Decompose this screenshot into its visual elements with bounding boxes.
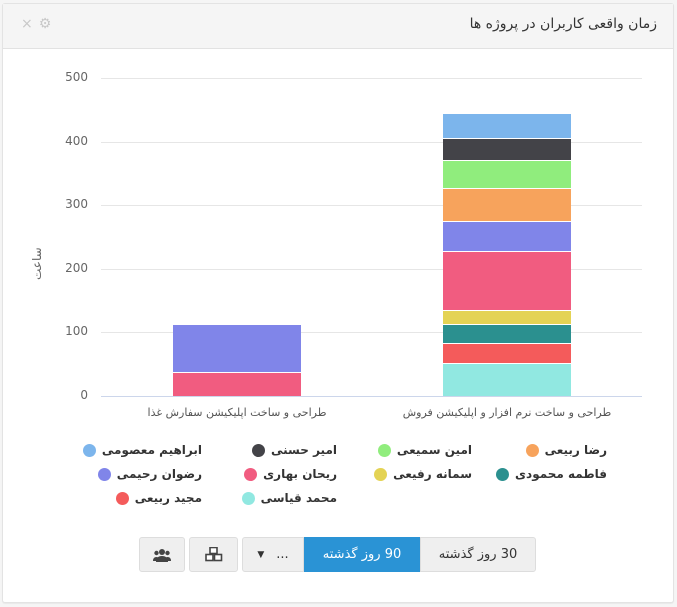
toolbar: ▼ ... 90 روز گذشته 30 روز گذشته [139,537,536,572]
legend-item[interactable]: فاطمه محمودی [472,464,607,484]
legend-swatch-icon [115,491,129,505]
projects-button[interactable] [189,537,238,572]
legend-label: ریحان بهاری [263,467,337,481]
caret-down-icon: ▼ [257,549,265,560]
bar-segment[interactable] [443,160,571,189]
legend-label: امین سمیعی [396,443,472,457]
x-category-label: طراحی و ساخت نرم افزار و اپلیکیشن فروش [402,406,612,419]
legend-item[interactable]: ابراهیم معصومی [67,440,202,460]
legend-item[interactable]: رضا ربیعی [472,440,607,460]
legend-item[interactable]: سمانه رفیعی [337,464,472,484]
gridline [101,78,642,79]
bar-segment[interactable] [173,324,301,372]
y-tick-label: 500 [65,70,88,84]
legend-swatch-icon [525,443,539,457]
stacked-bar-chart: ساعت 0 100 200 300 400 500 طراحی و ساخت اپلیکی… [0,48,670,428]
legend-item[interactable]: رضوان رحیمی [67,464,202,484]
bar-segment[interactable] [443,188,571,222]
legend-item[interactable]: ریحان بهاری [202,464,337,484]
gridline [101,268,642,270]
bar-segment[interactable] [443,251,571,311]
legend-label: مجید ربیعی [134,491,202,505]
range-button-group: ▼ ... 90 روز گذشته 30 روز گذشته [242,537,536,572]
chart-legend: رضا ربیعی امین سمیعی امیر حسنی ابراهیم معصو… [67,440,607,508]
legend-spacer [472,488,607,508]
more-ranges-dropdown[interactable]: ▼ ... [242,537,304,572]
legend-label: امیر حسنی [271,443,337,457]
legend-label: ابراهیم معصومی [101,443,202,457]
legend-swatch-icon [374,467,388,481]
cubes-icon [204,547,222,562]
range-30-days-button[interactable]: 30 روز گذشته [420,537,536,572]
legend-item[interactable]: مجید ربیعی [67,488,202,508]
y-axis-title: ساعت [30,247,44,280]
gear-icon[interactable]: ⚙ [38,16,52,32]
more-label: ... [276,547,289,562]
gridline [101,332,642,334]
legend-label: فاطمه محمودی [515,467,607,481]
legend-swatch-icon [377,443,391,457]
legend-item[interactable]: امین سمیعی [337,440,472,460]
bar-segment[interactable] [443,362,571,396]
y-tick-label: 200 [65,260,88,275]
legend-label: محمد قیاسی [260,491,337,505]
legend-item[interactable]: امیر حسنی [202,440,337,460]
legend-swatch-icon [252,443,266,457]
range-90-days-button[interactable]: 90 روز گذشته [304,537,420,572]
y-tick-label: 0 [80,388,88,402]
bar-segment[interactable] [443,310,571,325]
bar-segment[interactable] [443,137,571,161]
legend-swatch-icon [244,467,258,481]
bar-stack[interactable] [443,113,571,396]
bar-segment[interactable] [173,371,301,396]
close-icon[interactable]: × [21,16,33,32]
legend-spacer [337,488,472,508]
legend-swatch-icon [496,467,510,481]
panel-header: زمان واقعی کاربران در پروژه ها × ⚙ [3,4,673,49]
legend-swatch-icon [241,491,255,505]
gridline [101,205,642,207]
x-category-label: طراحی و ساخت اپلیکیشن سفارش غذا [147,406,327,419]
users-button[interactable] [139,537,185,572]
bar-stack[interactable] [173,324,301,396]
legend-item[interactable]: محمد قیاسی [202,488,337,508]
users-icon [153,548,171,562]
legend-swatch-icon [82,443,96,457]
bar-segment[interactable] [443,113,571,138]
legend-label: رضوان رحیمی [116,467,202,481]
gridline [101,141,642,143]
gridline [101,396,642,397]
panel-title: زمان واقعی کاربران در پروژه ها [469,16,657,32]
legend-label: سمانه رفیعی [393,467,472,481]
y-tick-label: 400 [65,133,88,148]
header-tools: × ⚙ [21,17,51,31]
bar-segment[interactable] [443,324,571,344]
bar-segment[interactable] [443,343,571,363]
legend-swatch-icon [97,467,111,481]
y-tick-label: 100 [65,324,88,339]
bar-segment[interactable] [443,221,571,252]
y-tick-label: 300 [65,197,88,212]
legend-label: رضا ربیعی [544,443,607,457]
